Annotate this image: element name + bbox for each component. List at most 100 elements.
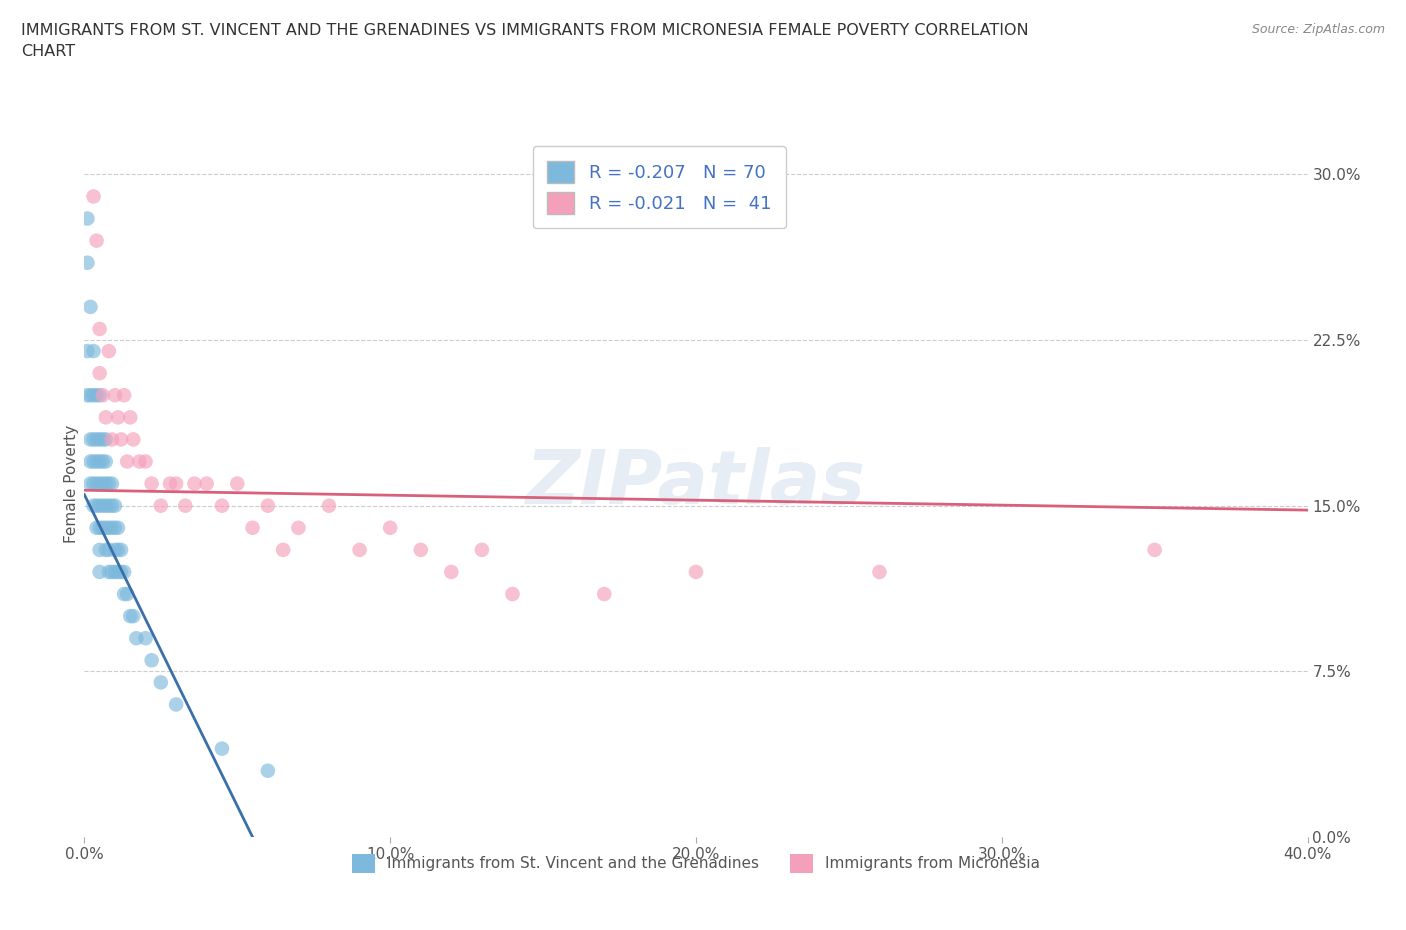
Point [257, 764, 280, 778]
Point [502, 587, 524, 602]
Point [91, 476, 114, 491]
Point [86, 432, 108, 447]
Point [101, 432, 124, 447]
Point [94, 521, 117, 536]
Point [110, 542, 132, 557]
Point [83, 476, 105, 491]
Point [86, 521, 108, 536]
Point [122, 609, 145, 624]
Point [79, 299, 101, 314]
Point [120, 609, 142, 624]
Point [83, 454, 105, 469]
Point [257, 498, 280, 513]
Point [83, 344, 105, 359]
Point [149, 675, 172, 690]
Point [89, 454, 111, 469]
Point [440, 565, 463, 579]
Text: ZIPatlas: ZIPatlas [526, 447, 866, 520]
Point [86, 454, 108, 469]
Point [115, 454, 138, 469]
Point [112, 587, 135, 602]
Point [97, 498, 120, 513]
Point [141, 653, 163, 668]
Point [135, 454, 157, 469]
Point [89, 388, 111, 403]
Point [89, 432, 111, 447]
Point [318, 498, 340, 513]
Point [91, 454, 114, 469]
Point [174, 498, 197, 513]
Point [83, 432, 105, 447]
Point [89, 521, 111, 536]
Point [89, 365, 111, 380]
Point [91, 521, 114, 536]
Point [110, 432, 132, 447]
Point [97, 476, 120, 491]
Point [409, 542, 432, 557]
Point [149, 498, 172, 513]
Point [79, 432, 101, 447]
Point [141, 476, 163, 491]
Point [94, 542, 117, 557]
Point [101, 476, 124, 491]
Point [211, 498, 233, 513]
Point [159, 476, 181, 491]
Point [79, 476, 101, 491]
Point [101, 521, 124, 536]
Point [287, 521, 309, 536]
Point [89, 322, 111, 337]
Point [271, 542, 294, 557]
Point [104, 498, 127, 513]
Point [91, 432, 114, 447]
Point [211, 741, 233, 756]
Point [112, 565, 135, 579]
Point [86, 498, 108, 513]
Point [76, 388, 98, 403]
Y-axis label: Female Poverty: Female Poverty [63, 424, 79, 543]
Point [685, 565, 707, 579]
Point [1143, 542, 1166, 557]
Point [86, 233, 108, 248]
Point [107, 521, 129, 536]
Point [94, 476, 117, 491]
Point [120, 410, 142, 425]
Point [76, 256, 98, 271]
Point [83, 189, 105, 204]
Point [107, 542, 129, 557]
Point [195, 476, 218, 491]
Point [115, 587, 138, 602]
Point [110, 565, 132, 579]
Point [79, 388, 101, 403]
Point [89, 565, 111, 579]
Point [94, 432, 117, 447]
Point [97, 521, 120, 536]
Point [89, 542, 111, 557]
Point [112, 388, 135, 403]
Point [76, 344, 98, 359]
Point [135, 631, 157, 645]
Point [104, 565, 127, 579]
Point [593, 587, 616, 602]
Point [380, 521, 402, 536]
Point [104, 521, 127, 536]
Point [89, 476, 111, 491]
Point [97, 565, 120, 579]
Point [83, 498, 105, 513]
Point [107, 410, 129, 425]
Text: IMMIGRANTS FROM ST. VINCENT AND THE GRENADINES VS IMMIGRANTS FROM MICRONESIA FEM: IMMIGRANTS FROM ST. VINCENT AND THE GREN… [21, 23, 1029, 60]
Point [183, 476, 205, 491]
Point [83, 388, 105, 403]
Point [226, 476, 249, 491]
Point [79, 454, 101, 469]
Point [86, 388, 108, 403]
Point [869, 565, 891, 579]
Point [125, 631, 148, 645]
Point [94, 410, 117, 425]
Text: Source: ZipAtlas.com: Source: ZipAtlas.com [1251, 23, 1385, 36]
Point [94, 454, 117, 469]
Point [165, 476, 187, 491]
Point [242, 521, 264, 536]
Point [97, 542, 120, 557]
Point [104, 388, 127, 403]
Point [107, 565, 129, 579]
